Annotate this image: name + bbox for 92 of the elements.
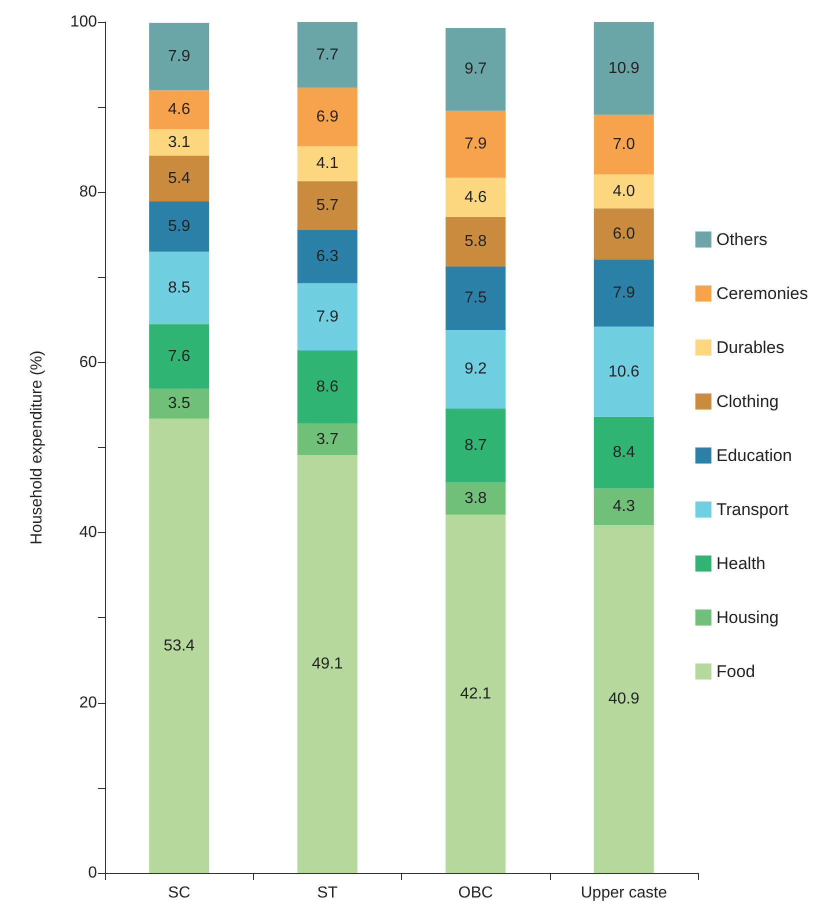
x-tick-label: Upper caste — [580, 884, 668, 902]
legend-label: Housing — [716, 608, 779, 627]
legend-label: Durables — [716, 338, 784, 357]
data-label: 6.3 — [316, 248, 339, 265]
data-label: 9.7 — [464, 60, 487, 78]
bar — [149, 418, 210, 873]
data-label: 53.4 — [164, 637, 195, 654]
data-label: 40.9 — [608, 690, 640, 708]
x-tick-label: ST — [317, 884, 338, 902]
data-label: 4.1 — [316, 155, 339, 172]
bar — [297, 350, 358, 424]
y-tick-label: 80 — [79, 184, 98, 201]
bar — [297, 283, 358, 350]
bar — [149, 129, 210, 156]
data-label: 6.9 — [316, 108, 339, 126]
data-label: 5.9 — [168, 218, 190, 236]
y-tick-label: 20 — [79, 694, 98, 712]
data-label: 3.1 — [168, 134, 190, 151]
data-label: 3.5 — [168, 395, 190, 412]
data-label: 10.6 — [608, 363, 640, 380]
data-label: 10.9 — [608, 60, 640, 77]
bar — [594, 174, 654, 208]
data-label: 8.4 — [612, 444, 636, 462]
data-label: 5.4 — [168, 170, 190, 188]
bar — [446, 216, 506, 266]
legend-label: Food — [716, 662, 756, 681]
x-tick-label: SC — [168, 884, 190, 902]
bar — [446, 330, 506, 408]
legend-label: Ceremonies — [716, 284, 808, 303]
bar — [594, 326, 654, 417]
bar — [446, 266, 506, 330]
bar — [594, 208, 654, 260]
bar — [446, 514, 506, 873]
x-tick-label: OBC — [458, 884, 493, 902]
data-label: 4.6 — [464, 188, 487, 206]
legend-label: Clothing — [716, 392, 779, 411]
bar — [149, 202, 210, 252]
y-tick-label: 0 — [88, 864, 98, 882]
bar — [297, 424, 358, 456]
bar — [446, 28, 506, 111]
data-label: 9.2 — [464, 360, 487, 378]
bar — [594, 524, 654, 873]
bar — [594, 488, 654, 525]
data-label: 7.9 — [464, 136, 487, 153]
bar — [297, 181, 358, 230]
y-tick-label: 40 — [79, 524, 98, 542]
legend-label: Transport — [716, 500, 789, 519]
bar — [149, 388, 210, 419]
data-label: 7.7 — [316, 46, 339, 64]
bar — [446, 482, 506, 515]
data-label: 4.3 — [612, 498, 636, 516]
bar — [446, 408, 506, 482]
data-label: 7.9 — [612, 284, 636, 302]
data-label: 3.7 — [316, 430, 339, 448]
bar — [297, 230, 358, 284]
bar — [149, 324, 210, 389]
y-tick-label: 100 — [70, 14, 98, 30]
y-axis-title: Household expenditure (%) — [28, 350, 46, 544]
data-label: 42.1 — [460, 685, 492, 702]
data-label: 8.7 — [464, 436, 487, 454]
data-label: 6.0 — [612, 225, 636, 242]
bar — [297, 88, 358, 146]
data-label: 7.6 — [168, 348, 190, 365]
bar — [594, 259, 654, 327]
data-label: 8.6 — [316, 378, 339, 396]
data-label: 3.8 — [464, 490, 487, 508]
legend-label: Health — [716, 554, 766, 573]
bar — [594, 114, 654, 174]
bar — [149, 90, 210, 130]
y-tick-label: 60 — [79, 354, 98, 371]
bar — [297, 146, 358, 182]
bar — [297, 22, 358, 88]
bar — [594, 416, 654, 488]
legend-label: Education — [716, 446, 792, 465]
data-label: 4.0 — [612, 182, 636, 200]
data-label: 7.9 — [168, 48, 190, 65]
data-label: 7.5 — [464, 290, 487, 307]
data-label: 7.0 — [612, 136, 636, 154]
bar — [149, 252, 210, 324]
bar — [446, 178, 506, 217]
data-label: 4.6 — [168, 101, 190, 118]
bar — [297, 455, 358, 873]
bar — [594, 22, 654, 115]
legend-label: Others — [716, 230, 768, 249]
data-label: 49.1 — [312, 656, 344, 673]
data-label: 8.5 — [168, 279, 190, 296]
bar — [149, 22, 210, 90]
data-label: 5.7 — [316, 196, 339, 214]
bar — [446, 110, 506, 178]
bar — [149, 156, 210, 202]
data-label: 7.9 — [316, 308, 339, 326]
data-label: 5.8 — [464, 233, 487, 250]
